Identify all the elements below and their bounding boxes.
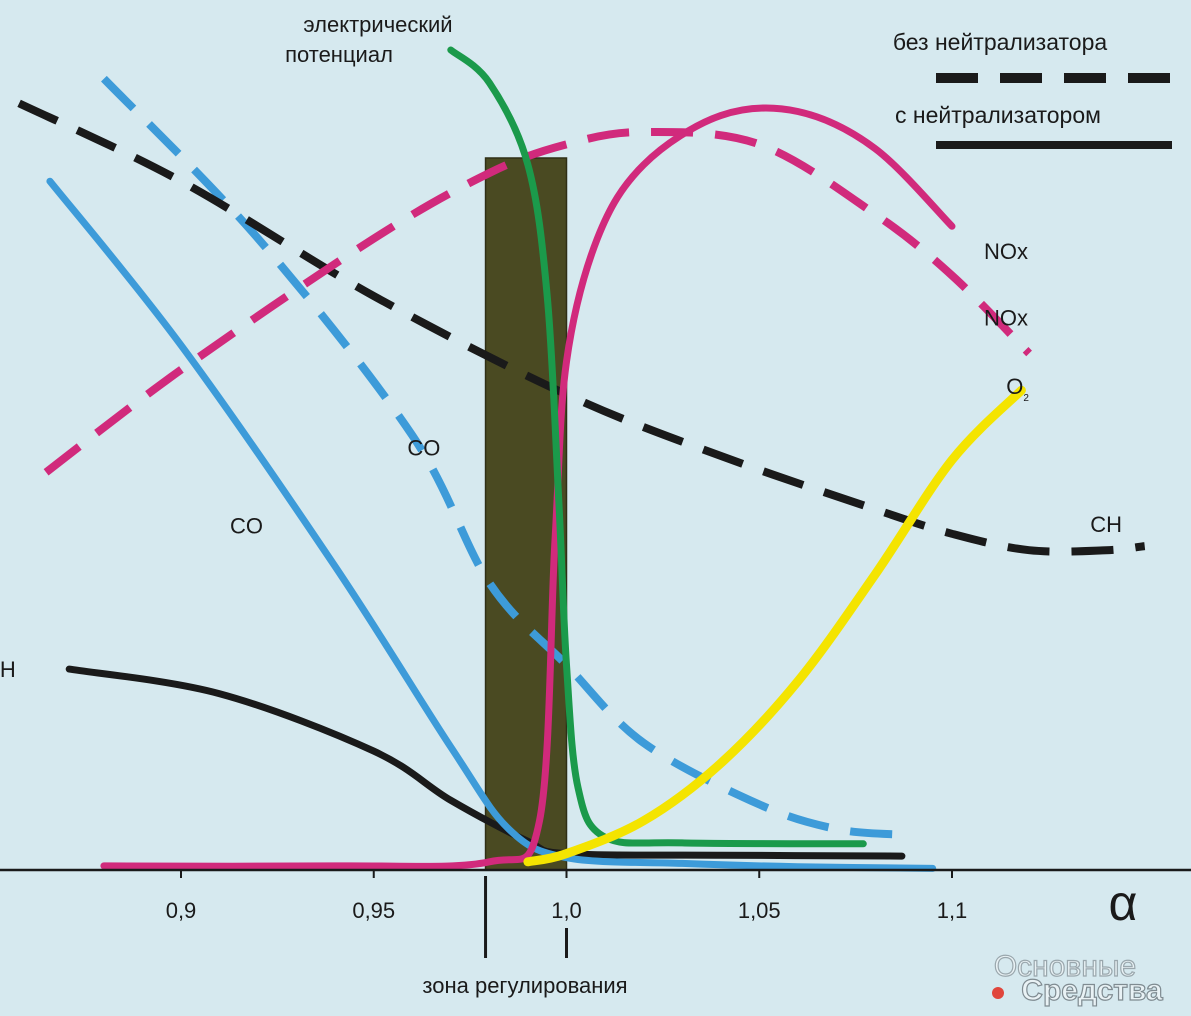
legend: без нейтрализатора с нейтрализатором: [893, 29, 1172, 149]
series-label-ch-solid: CH: [0, 657, 16, 682]
series-line-co-solid: [46, 177, 937, 872]
legend-label-dashed: без нейтрализатора: [893, 29, 1108, 55]
series-line-o2-solid: [523, 385, 1026, 867]
watermark: Основные Средства: [992, 949, 1164, 1008]
series-label-ch-dashed: CH: [1090, 512, 1122, 537]
series-line-ch-solid: [65, 665, 906, 860]
series-label-nox-dashed: NOx: [984, 305, 1028, 330]
series-label-co-solid: CO: [230, 514, 263, 539]
series-label-co-dashed: CO: [407, 436, 440, 461]
x-tick-label: 0,9: [166, 898, 197, 923]
series-label-electric-potential: электрический потенциал: [285, 12, 453, 67]
x-axis-ticks: 0,9 0,95 1,0 1,05 1,1: [166, 870, 968, 923]
series-label-nox-solid: NOx: [984, 239, 1028, 264]
legend-label-solid: с нейтрализатором: [895, 102, 1101, 128]
control-zone-label: зона регулирования: [422, 973, 627, 998]
series-labels: COCOCHCHNOxNOxэлектрическийпотенциалO2: [0, 12, 1122, 682]
series-line-nox-dashed: [43, 127, 1032, 476]
series-line-электрический-потенциал-solid: [447, 46, 867, 848]
x-tick-label: 1,0: [551, 898, 582, 923]
x-tick-label: 1,05: [738, 898, 781, 923]
series-line-nox-solid: [100, 104, 956, 870]
watermark-line-1: Основные: [994, 950, 1136, 983]
series-layer: [17, 46, 1146, 872]
x-tick-label: 0,95: [352, 898, 395, 923]
series-line-ch-dashed: [17, 99, 1146, 556]
x-axis-label: α: [1109, 875, 1138, 931]
x-tick-label: 1,1: [937, 898, 968, 923]
watermark-dot-icon: [992, 987, 1004, 999]
watermark-line-2: Средства: [1021, 974, 1163, 1007]
